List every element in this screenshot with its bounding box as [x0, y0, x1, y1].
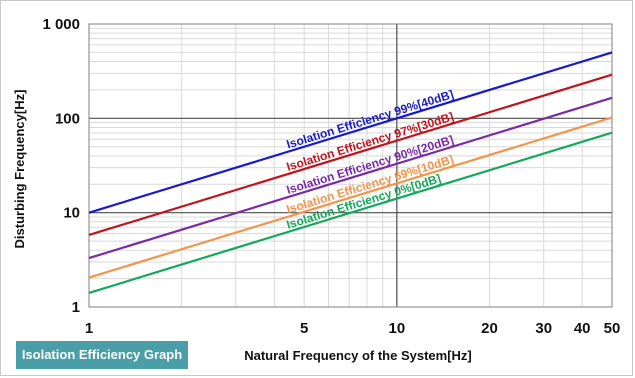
y-axis-label: Disturbing Frequency[Hz]: [12, 90, 27, 249]
series-labels: Isolation Efficiency 99%[40dB]Isolation …: [285, 87, 456, 232]
y-tick-label: 1 000: [42, 16, 80, 33]
x-tick-labels: 1 5 10 20 30 40 50: [85, 320, 621, 337]
y-tick-labels: 1 10 100 1 000: [42, 16, 80, 316]
series-line: [88, 131, 613, 294]
series-line: [88, 51, 613, 214]
x-tick-label: 10: [388, 320, 405, 337]
x-tick-label: 1: [85, 320, 93, 337]
x-tick-label: 30: [535, 320, 552, 337]
y-tick-label: 10: [63, 205, 80, 222]
y-tick-label: 100: [55, 110, 80, 127]
x-axis-label: Natural Frequency of the System[Hz]: [244, 348, 472, 363]
graph-title-badge: Isolation Efficiency Graph: [16, 341, 188, 369]
series-lines: [88, 51, 613, 294]
series-line: [88, 73, 613, 237]
x-tick-label: 5: [300, 320, 308, 337]
x-tick-label: 40: [574, 320, 591, 337]
series-line: [88, 116, 613, 279]
y-tick-label: 1: [72, 299, 80, 316]
x-tick-label: 50: [604, 320, 621, 337]
x-tick-label: 20: [481, 320, 498, 337]
series-line: [88, 96, 613, 260]
plot-border: [88, 23, 613, 308]
